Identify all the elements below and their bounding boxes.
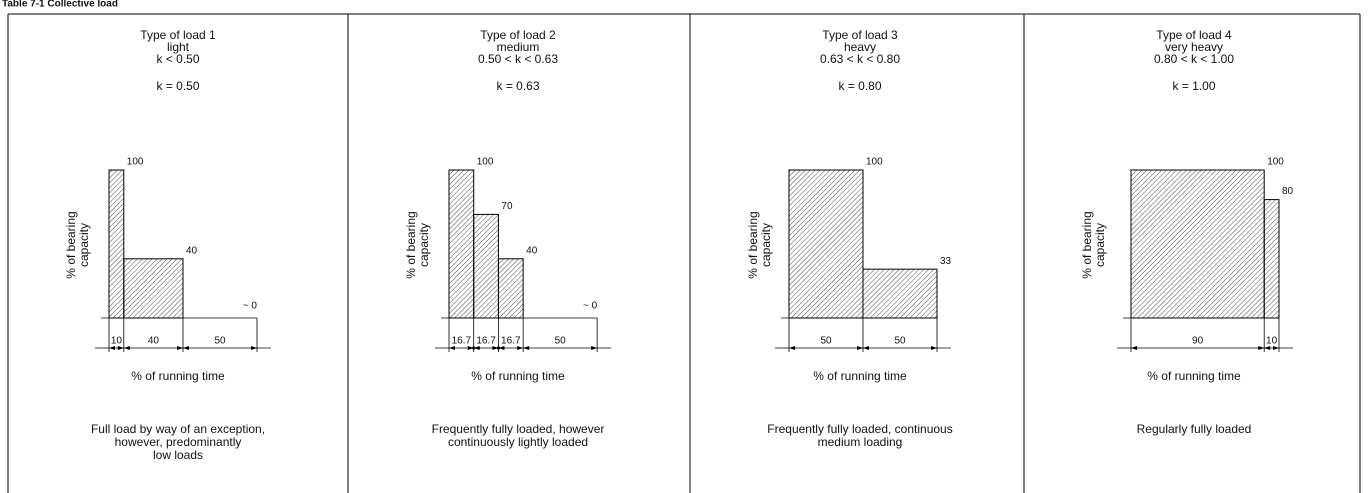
bar-height-label: 70 [501, 201, 513, 212]
arrowhead [863, 346, 869, 350]
load-type-title: Type of load 2 [480, 28, 556, 42]
load-bar [1263, 199, 1280, 319]
arrowhead [177, 346, 183, 350]
table-caption: Table 7-1 Collective load [2, 0, 118, 10]
arrowhead [117, 346, 124, 350]
load-type-title: 0.63 < k < 0.80 [820, 52, 900, 66]
arrowhead [498, 346, 505, 350]
load-description: low loads [153, 448, 203, 462]
k-value: k = 1.00 [1172, 79, 1215, 93]
load-description: continuously lightly loaded [448, 435, 588, 449]
bar-height-label: 100 [1267, 157, 1284, 168]
bar-height-label: 100 [866, 157, 883, 168]
load-bar [473, 213, 499, 319]
load-bar [788, 169, 864, 319]
k-value: k = 0.80 [838, 79, 881, 93]
arrowhead [492, 346, 499, 350]
arrowhead [789, 346, 795, 350]
bar-width-label: 10 [1266, 336, 1278, 347]
arrowhead [473, 346, 480, 350]
y-axis-label: % of bearing [404, 211, 418, 278]
load-description: however, predominantly [115, 435, 242, 449]
arrowhead [1264, 346, 1271, 350]
bar-height-label: 40 [186, 245, 198, 256]
arrowhead [1131, 346, 1137, 350]
bar-width-label: 40 [148, 336, 160, 347]
x-axis-label: % of running time [813, 369, 907, 383]
bar-width-label: 50 [820, 336, 832, 347]
load-description: Regularly fully loaded [1137, 422, 1252, 436]
bar-height-label: 100 [477, 157, 494, 168]
arrowhead [109, 346, 115, 350]
load-type-title: medium [497, 40, 540, 54]
y-axis-label: capacity [1093, 223, 1107, 267]
bar-height-label: 40 [526, 245, 538, 256]
y-axis-label: capacity [77, 223, 91, 267]
load-type-title: Type of load 1 [140, 28, 216, 42]
arrowhead [1273, 346, 1279, 350]
arrowhead [523, 346, 530, 350]
load-description: Full load by way of an exception, [91, 422, 265, 436]
bar-height-label: 80 [1282, 186, 1294, 197]
load-bar [497, 258, 524, 319]
bar-width-label: 16.7 [476, 336, 496, 347]
bar-width-label: 50 [214, 336, 226, 347]
arrowhead [857, 346, 863, 350]
load-bar [108, 169, 125, 319]
arrowhead [517, 346, 524, 350]
arrowhead [591, 346, 598, 350]
load-description: medium loading [818, 435, 903, 449]
bar-width-label: 16.7 [501, 336, 521, 347]
bar-width-label: 50 [555, 336, 567, 347]
arrowhead [183, 346, 189, 350]
bar-height-label: 100 [127, 157, 144, 168]
bar-width-label: 16.7 [452, 336, 472, 347]
x-axis-label: % of running time [471, 369, 565, 383]
bar-height-label: 33 [940, 256, 952, 267]
arrowhead [1258, 346, 1265, 350]
load-type-title: light [167, 40, 190, 54]
load-bar [123, 258, 184, 319]
arrowhead [123, 346, 130, 350]
x-axis-label: % of running time [1147, 369, 1241, 383]
load-bar [862, 268, 938, 319]
load-type-title: Type of load 3 [822, 28, 898, 42]
arrowhead [467, 346, 474, 350]
load-type-title: 0.50 < k < 0.63 [478, 52, 558, 66]
load-type-title: 0.80 < k < 1.00 [1154, 52, 1234, 66]
load-type-title: Type of load 4 [1156, 28, 1232, 42]
arrowhead [931, 346, 937, 350]
load-type-title: heavy [844, 40, 876, 54]
y-axis-label: capacity [417, 223, 431, 267]
y-axis-label: % of bearing [64, 211, 78, 278]
y-axis-label: capacity [759, 223, 773, 267]
load-type-title: k < 0.50 [156, 52, 199, 66]
k-value: k = 0.50 [156, 79, 199, 93]
bar-width-label: 90 [1192, 336, 1204, 347]
load-bar [448, 169, 475, 319]
y-axis-label: % of bearing [1080, 211, 1094, 278]
arrowhead [251, 346, 257, 350]
bar-width-label: 10 [111, 336, 123, 347]
bar-width-label: 50 [894, 336, 906, 347]
load-description: Frequently fully loaded, continuous [767, 422, 952, 436]
y-axis-label: % of bearing [746, 211, 760, 278]
k-value: k = 0.63 [496, 79, 539, 93]
load-description: Frequently fully loaded, however [432, 422, 605, 436]
load-type-title: very heavy [1165, 40, 1223, 54]
load-bar [1130, 169, 1265, 319]
x-axis-label: % of running time [131, 369, 225, 383]
bar-height-label: ~ 0 [583, 301, 598, 312]
arrowhead [449, 346, 455, 350]
bar-height-label: ~ 0 [243, 301, 258, 312]
